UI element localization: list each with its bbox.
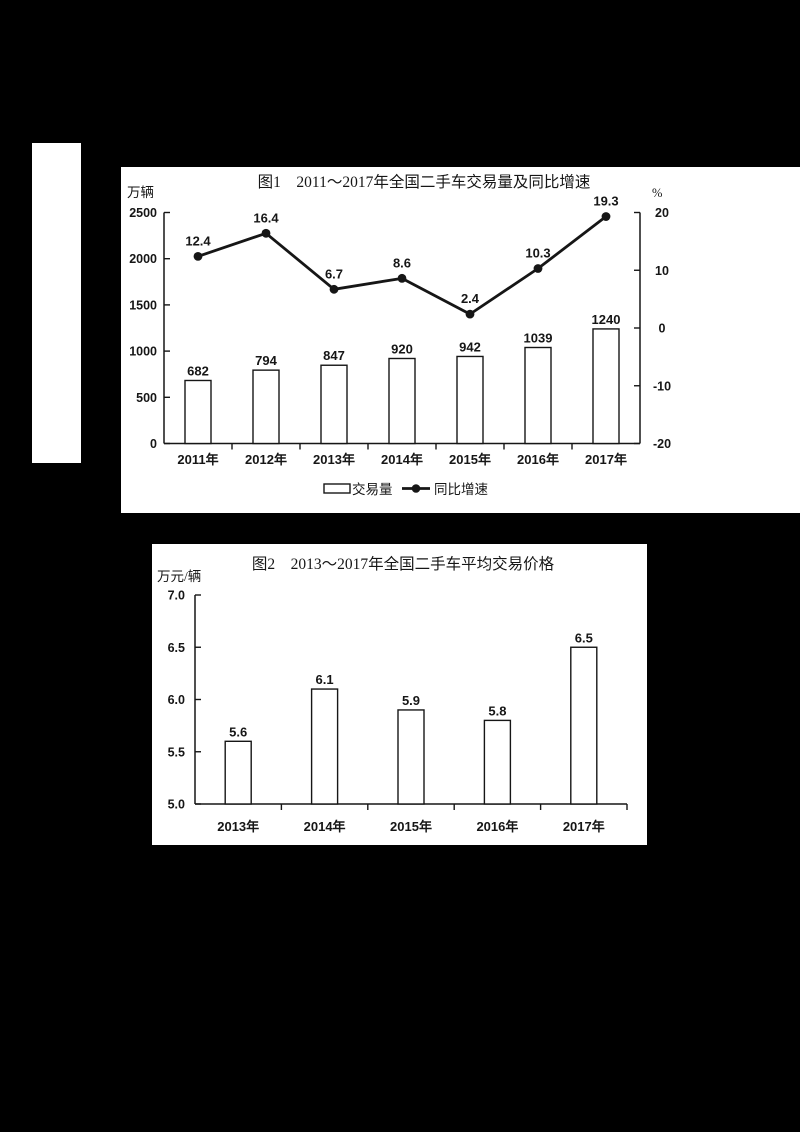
bar-2013年	[320, 364, 348, 445]
bar-label-2013年: 5.6	[229, 724, 247, 739]
legend-line-dot	[411, 484, 421, 493]
chart1-x-label: 2012年	[245, 452, 287, 467]
chart2-y-tick-label: 7.0	[168, 589, 185, 603]
bar-2016年	[524, 346, 552, 445]
chart2-panel: 图2 2013～2017年全国二手车平均交易价格 万元/辆 7.0 6.5 6.0 5…	[152, 544, 647, 845]
line-label-2017年: 19.3	[593, 194, 618, 209]
line-label-2013年: 6.7	[325, 266, 343, 281]
chart2-y-tick-label: 6.0	[168, 693, 185, 707]
chart2-y-axis-unit: 万元/辆	[157, 569, 202, 584]
chart2-x-label: 2015年	[390, 819, 432, 834]
chart1-x-label: 2013年	[313, 452, 355, 467]
chart1-right-tick-label: 20	[655, 206, 669, 220]
chart1-legend: 交易量 同比增速	[323, 481, 488, 497]
line-point-2016年	[533, 264, 543, 273]
bar-label-2014年: 920	[391, 341, 413, 356]
chart1-left-tick-label: 500	[136, 391, 157, 405]
bar-2011年	[184, 379, 212, 445]
chart2-x-label: 2013年	[217, 819, 259, 834]
chart1-x-label: 2016年	[517, 452, 559, 467]
chart1-left-tick-label: 1000	[129, 345, 157, 359]
line-label-2014年: 8.6	[393, 255, 411, 270]
bar-2012年	[252, 369, 280, 445]
line-point-2015年	[465, 309, 475, 319]
chart1-title: 图1 2011～2017年全国二手车交易量及同比增速	[257, 174, 591, 191]
line-point-2011年	[193, 251, 203, 261]
chart1-left-tick-label: 0	[150, 437, 157, 451]
legend-label-line: 同比增速	[434, 482, 488, 497]
line-label-2016年: 10.3	[525, 246, 550, 261]
chart1-x-label: 2017年	[585, 452, 627, 467]
chart1-right-axis-unit: %	[652, 186, 663, 200]
chart2-x-label: 2016年	[476, 819, 518, 834]
chart1-x-label: 2014年	[381, 452, 423, 467]
chart1-right-tick-label: -10	[653, 379, 671, 393]
line-point-2012年	[261, 228, 271, 238]
line-label-2011年: 12.4	[185, 233, 211, 248]
bar-label-2016年: 1039	[524, 330, 553, 345]
chart2-title: 图2 2013～2017年全国二手车平均交易价格	[251, 556, 555, 573]
bar-2017年	[570, 646, 598, 805]
bar-label-2016年: 5.8	[488, 703, 506, 718]
bar-label-2015年: 942	[459, 339, 481, 354]
line-point-2017年	[601, 212, 611, 221]
chart2-y-tick-label: 6.5	[168, 641, 185, 655]
chart1-right-tick-label: -20	[653, 437, 671, 451]
bar-label-2017年: 6.5	[575, 630, 593, 645]
line-point-2014年	[397, 273, 407, 283]
chart2-canvas: 7.0 6.5 6.0 5.5 5.0 2013年 2014年 2015年 2016年 2017年…	[168, 589, 628, 834]
chart1-x-label: 2015年	[449, 452, 491, 467]
bar-2013年	[224, 740, 252, 805]
chart1-left-axis-unit: 万辆	[127, 185, 154, 200]
chart2-x-label: 2017年	[563, 819, 605, 834]
bar-label-2013年: 847	[323, 348, 345, 363]
chart1-left-tick-label: 2500	[129, 206, 157, 220]
chart1-left-tick-label: 1500	[129, 298, 157, 312]
bar-label-2015年: 5.9	[402, 693, 420, 708]
legend-label-bars: 交易量	[352, 481, 393, 497]
left-margin-white-block	[32, 143, 81, 463]
bar-label-2011年: 682	[187, 363, 209, 378]
chart2-y-tick-label: 5.0	[168, 798, 185, 812]
bar-2017年	[592, 328, 620, 445]
chart1-left-tick-label: 2000	[129, 252, 157, 266]
chart2-y-tick-label: 5.5	[168, 745, 185, 759]
bar-label-2014年: 6.1	[316, 672, 334, 687]
bar-label-2017年: 1240	[592, 312, 621, 327]
bar-2014年	[310, 688, 339, 805]
bar-2016年	[483, 719, 512, 805]
chart1-panel: 图1 2011～2017年全国二手车交易量及同比增速 万辆 % 2500 2000…	[121, 167, 800, 513]
line-point-2013年	[329, 284, 339, 294]
bar-label-2012年: 794	[255, 353, 277, 368]
line-label-2015年: 2.4	[461, 291, 480, 306]
chart1-right-tick-label: 0	[659, 322, 666, 336]
chart1-canvas: 2500 2000 1500 1000 500 0 20 10 0 -10 -20 2011年 2012…	[129, 194, 671, 497]
legend-bar-swatch	[323, 483, 351, 494]
chart1-right-tick-label: 10	[655, 264, 669, 278]
chart1-x-label: 2011年	[177, 452, 218, 467]
bar-2015年	[397, 709, 425, 805]
bar-2014年	[388, 357, 416, 445]
chart2-x-label: 2014年	[304, 819, 346, 834]
bar-2015年	[456, 355, 484, 445]
line-label-2012年: 16.4	[253, 210, 279, 225]
